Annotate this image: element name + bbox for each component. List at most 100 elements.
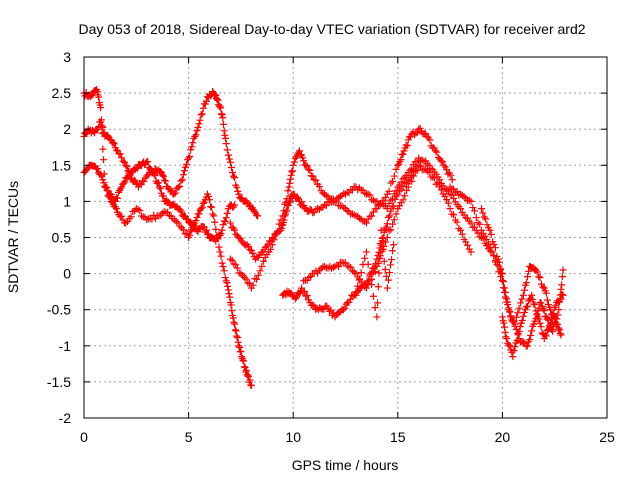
x-tick-label: 20 [495,429,511,445]
data-point-interp [497,273,505,281]
data-point-interp [505,341,513,349]
data-point-interp [558,281,566,289]
data-point-interp [95,93,103,101]
data-point [247,382,255,390]
data-point-interp [282,198,290,206]
data-point-interp [558,290,566,298]
data-point-interp [160,208,168,216]
data-point-interp [482,215,490,223]
data-point [494,255,502,263]
data-point-interp [469,204,477,212]
data-point [222,277,230,285]
data-point-interp [93,88,101,96]
data-point-interp [369,196,377,204]
data-point-interp [549,314,557,322]
data-point-interp [221,274,229,282]
data-point-interp [374,283,382,291]
data-point-interp [236,343,244,351]
data-point-interp [216,102,224,110]
y-tick-label: -1 [59,338,72,354]
data-point-interp [525,267,533,275]
data-point-interp [123,174,131,182]
data-point [415,161,423,169]
data-point [185,154,193,162]
data-point-interp [505,304,513,312]
data-point [547,306,555,314]
data-point [155,183,163,191]
data-point-interp [444,199,452,207]
data-point-interp [434,179,442,187]
data-point-interp [385,269,393,277]
data-point-interp [241,364,249,372]
data-point-interp [542,332,550,340]
data-point-interp [472,214,480,222]
data-point-interp [526,336,534,344]
data-point-interp [174,183,182,191]
data-point-interp [450,211,458,219]
data-point [425,161,433,169]
data-point-interp [391,195,399,203]
data-point-interp [392,210,400,218]
data-point-interp [375,259,383,267]
data-point-interp [385,187,393,195]
data-point-interp [100,156,108,164]
data-point-interp [195,210,203,218]
data-point-interp [206,196,214,204]
data-point-interp [399,175,407,183]
data-point-interp [121,178,129,186]
data-point-interp [392,165,400,173]
data-point-interp [159,172,167,180]
data-point-interp [225,155,233,163]
y-tick-label: 0 [63,266,71,282]
data-point-interp [220,127,228,135]
data-point-interp [127,213,135,221]
data-point-interp [508,317,516,325]
data-point-interp [109,139,117,147]
data-point [122,161,130,169]
data-point-interp [199,199,207,207]
data-point-interp [300,287,308,295]
data-point-interp [192,131,200,139]
data-point-interp [240,363,248,371]
data-point-interp [227,301,235,309]
data-point [507,313,515,321]
data-point [528,291,536,299]
data-point [373,313,381,321]
data-point [477,205,485,213]
data-point-interp [537,323,545,331]
data-point-interp [379,245,387,253]
data-point-interp [413,128,421,136]
data-point-interp [116,150,124,158]
data-point-interp [301,204,309,212]
data-point [229,169,237,177]
data-point [231,201,239,209]
data-point [530,320,538,328]
data-point-interp [171,189,179,197]
data-point-interp [305,165,313,173]
data-point-interp [510,318,518,326]
data-point-interp [215,243,223,251]
data-point-interp [293,193,301,201]
data-point-interp [515,304,523,312]
data-point-interp [223,209,231,217]
data-point-interp [202,226,210,234]
data-point-interp [156,185,164,193]
data-point-interp [232,327,240,335]
data-point [180,212,188,220]
y-tick-label: 2 [63,121,71,137]
data-point-interp [112,194,120,202]
series-5 [226,124,456,292]
data-point-interp [443,166,451,174]
data-point-interp [249,281,257,289]
data-point-interp [503,295,511,303]
data-point-interp [161,176,169,184]
data-point-interp [277,216,285,224]
series-8 [352,226,398,321]
data-point-interp [354,282,362,290]
data-point-interp [211,91,219,99]
y-tick-label: 3 [63,49,71,65]
data-point-interp [219,263,227,271]
data-point-interp [94,165,102,173]
data-point-interp [325,307,333,315]
data-point-interp [116,186,124,194]
